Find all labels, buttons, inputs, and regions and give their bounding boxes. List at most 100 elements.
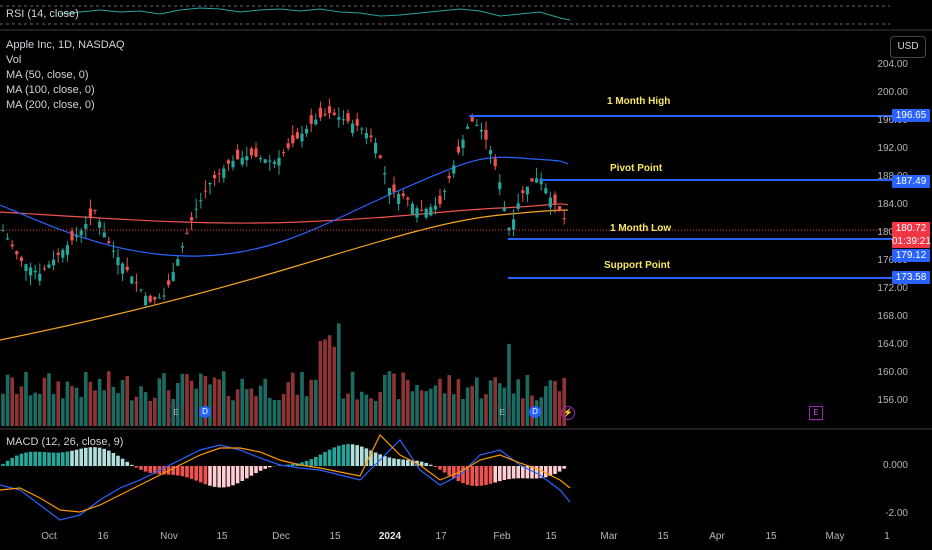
price-chart[interactable] xyxy=(0,30,932,428)
histogram-bar xyxy=(323,452,327,466)
histogram-bar xyxy=(410,460,415,466)
volume-bar xyxy=(341,398,346,426)
candle-body xyxy=(562,218,566,220)
histogram-bar xyxy=(424,462,428,466)
candle-body xyxy=(107,241,111,244)
histogram-bar xyxy=(553,466,557,475)
earnings-icon[interactable]: E xyxy=(495,406,509,420)
rsi-legend[interactable]: RSI (14, close) xyxy=(6,8,79,20)
rsi-plot xyxy=(0,5,890,25)
histogram-bar xyxy=(544,466,548,478)
volume-bar xyxy=(65,381,70,426)
volume-bar xyxy=(5,374,10,426)
candle-body xyxy=(6,238,10,240)
price-axis-label: 172.00 xyxy=(877,283,908,294)
macd-pane[interactable]: MACD (12, 26, close, 9) 0.000 -2.00 xyxy=(0,430,932,525)
volume-bar xyxy=(10,377,14,426)
candle-body xyxy=(392,184,396,192)
histogram-bar xyxy=(447,466,451,476)
volume-bar xyxy=(148,400,152,426)
earnings-icon[interactable]: E xyxy=(809,406,823,420)
candle-body xyxy=(332,112,336,115)
legend-volume[interactable]: Vol xyxy=(6,54,22,66)
volume-bar xyxy=(562,377,566,426)
volume-bar xyxy=(314,379,318,426)
candle-body xyxy=(415,208,419,218)
price-axis-label: 184.00 xyxy=(877,199,908,210)
histogram-bar xyxy=(84,447,88,466)
volume-bar xyxy=(240,378,244,426)
legend-symbol[interactable]: Apple Inc, 1D, NASDAQ xyxy=(6,39,125,51)
rsi-pane[interactable]: RSI (14, close) xyxy=(0,0,932,29)
histogram-bar xyxy=(539,466,543,479)
candle-body xyxy=(539,178,543,185)
volume-bar xyxy=(548,380,553,426)
price-axis-label: 156.00 xyxy=(877,395,908,406)
histogram-bar xyxy=(33,451,37,466)
histogram-bar xyxy=(470,466,474,486)
histogram-bar xyxy=(373,452,378,466)
histogram-bar xyxy=(226,466,231,487)
annotation-pivot[interactable]: Pivot Point xyxy=(610,163,663,174)
time-label: Dec xyxy=(272,531,290,542)
volume-bar xyxy=(226,395,231,426)
annotation-support[interactable]: Support Point xyxy=(604,260,671,271)
histogram-bar xyxy=(534,466,539,479)
histogram-bar xyxy=(185,466,189,478)
histogram-bar xyxy=(369,450,373,466)
histogram-bar xyxy=(1,463,5,466)
histogram-bar xyxy=(350,444,355,466)
currency-button[interactable]: USD xyxy=(890,36,926,58)
histogram-bar xyxy=(355,445,359,466)
volume-bar xyxy=(28,395,33,426)
histogram-bar xyxy=(263,466,267,469)
volume-bar xyxy=(171,398,175,426)
candle-body xyxy=(75,235,79,237)
macd-legend[interactable]: MACD (12, 26, close, 9) xyxy=(6,436,124,448)
volume-bar xyxy=(553,381,557,426)
candle-body xyxy=(70,230,74,241)
price-axis-label: 168.00 xyxy=(877,311,908,322)
candle-body xyxy=(406,197,410,200)
histogram-bar xyxy=(456,466,461,482)
histogram-bar xyxy=(93,447,97,466)
candle-body xyxy=(337,117,341,120)
candle-body xyxy=(79,230,83,236)
histogram-bar xyxy=(19,453,24,466)
earnings-icon[interactable]: E xyxy=(169,406,183,420)
candle-body xyxy=(1,230,5,232)
candle-body xyxy=(364,132,368,139)
legend-ma100[interactable]: MA (100, close, 0) xyxy=(6,84,95,96)
volume-bar xyxy=(318,340,323,426)
candle-body xyxy=(167,280,171,285)
split-icon[interactable]: ⚡ xyxy=(561,406,575,420)
dividend-icon[interactable]: D xyxy=(199,406,211,418)
volume-bar xyxy=(97,378,102,426)
time-label: 15 xyxy=(545,531,557,542)
histogram-bar xyxy=(461,466,465,484)
histogram-bar xyxy=(235,466,240,484)
histogram-bar xyxy=(79,448,83,466)
macd-chart[interactable] xyxy=(0,430,932,525)
candle-body xyxy=(194,208,198,210)
histogram-bar xyxy=(70,450,74,466)
annotation-1m-high[interactable]: 1 Month High xyxy=(607,96,671,107)
volume-bar xyxy=(456,379,461,426)
legend-ma50[interactable]: MA (50, close, 0) xyxy=(6,69,89,81)
candle-body xyxy=(277,157,281,166)
price-pane[interactable]: Apple Inc, 1D, NASDAQ Vol MA (50, close,… xyxy=(0,30,932,428)
candle-body xyxy=(346,113,350,122)
candle-body xyxy=(19,257,23,261)
legend-ma200[interactable]: MA (200, close, 0) xyxy=(6,99,95,111)
annotation-1m-low[interactable]: 1 Month Low xyxy=(610,223,672,234)
candle-body xyxy=(263,159,267,163)
pane-divider[interactable] xyxy=(0,428,932,430)
histogram-bar xyxy=(180,466,185,477)
pane-divider[interactable] xyxy=(0,29,932,31)
histogram-bar xyxy=(360,446,364,466)
countdown-timer: 01:39:21 xyxy=(892,236,931,247)
candle-body xyxy=(249,148,253,156)
volume-bar xyxy=(166,390,171,426)
dividend-icon[interactable]: D xyxy=(529,406,541,418)
time-axis[interactable]: Oct 16 Nov 15 Dec 15 2024 17 Feb 15 Mar … xyxy=(0,525,932,550)
